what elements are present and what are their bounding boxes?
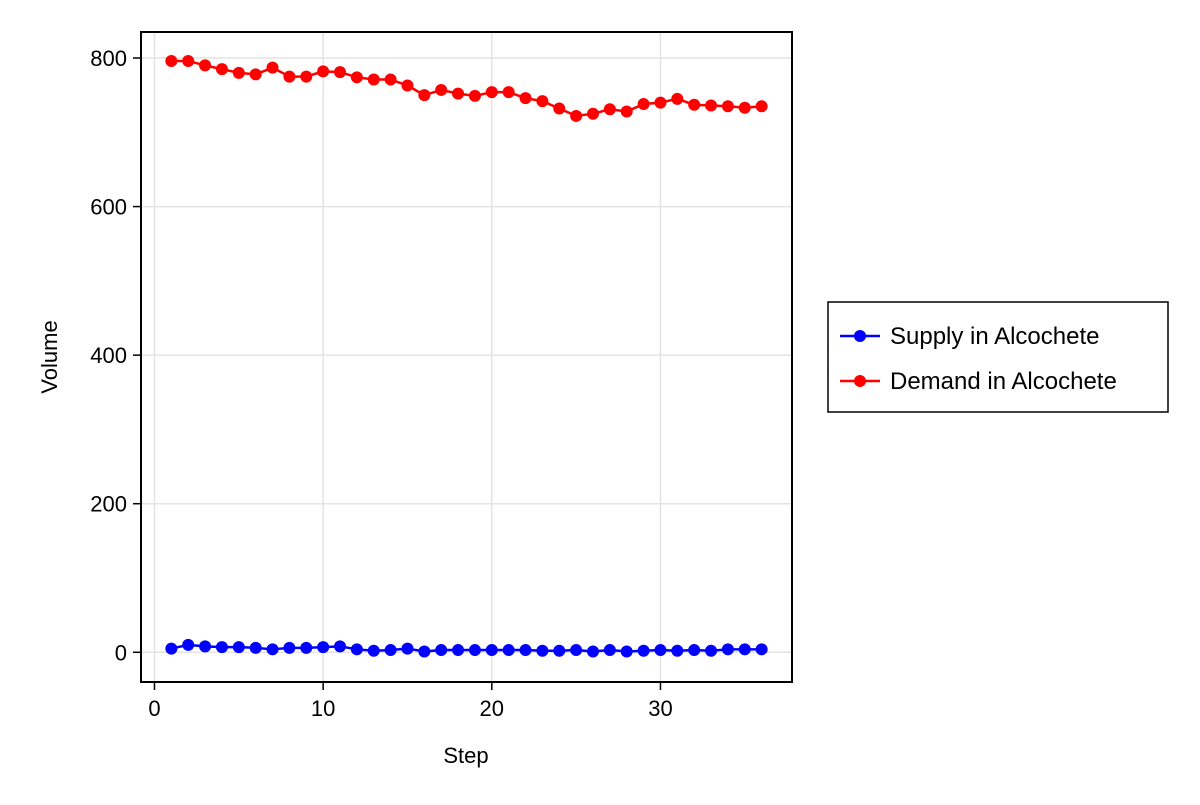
data-point <box>165 54 178 67</box>
data-point <box>266 61 279 74</box>
data-point <box>688 644 701 657</box>
data-point <box>232 641 245 654</box>
data-point <box>249 68 262 81</box>
data-point <box>654 644 667 657</box>
series-demand <box>165 54 768 122</box>
data-point <box>502 644 515 657</box>
data-point <box>199 640 212 653</box>
plot-frame <box>140 31 793 683</box>
data-point <box>283 70 296 83</box>
data-point <box>384 73 397 86</box>
x-axis-title: Step <box>443 743 488 768</box>
legend-box <box>827 301 1169 413</box>
data-point <box>182 54 195 67</box>
data-point <box>755 643 768 656</box>
data-point <box>654 96 667 109</box>
data-point <box>671 644 684 657</box>
data-point <box>435 83 448 96</box>
data-point <box>755 100 768 113</box>
data-point <box>249 641 262 654</box>
data-point <box>603 103 616 116</box>
data-point <box>350 71 363 84</box>
data-point <box>401 79 414 92</box>
data-point <box>334 66 347 79</box>
data-point <box>300 641 313 654</box>
data-point <box>485 86 498 99</box>
data-point <box>502 86 515 99</box>
axis-ticks: 0 10 20 30 0 200 400 600 800 <box>90 46 672 721</box>
x-tick-label: 10 <box>311 696 335 721</box>
x-tick-label: 0 <box>148 696 160 721</box>
data-point <box>452 87 465 100</box>
data-point <box>519 644 532 657</box>
data-point <box>485 644 498 657</box>
data-point <box>620 105 633 118</box>
data-point <box>283 641 296 654</box>
data-point <box>570 109 583 122</box>
y-tick-label: 200 <box>90 492 127 517</box>
data-point <box>705 99 718 112</box>
y-tick-label: 0 <box>115 640 127 665</box>
data-point <box>688 98 701 111</box>
data-point <box>536 95 549 108</box>
data-point <box>334 640 347 653</box>
data-point <box>637 644 650 657</box>
data-point <box>435 644 448 657</box>
x-tick-label: 30 <box>648 696 672 721</box>
data-point <box>468 644 481 657</box>
data-point <box>586 107 599 120</box>
data-point <box>738 643 751 656</box>
data-point <box>215 641 228 654</box>
data-point <box>215 63 228 76</box>
data-point <box>418 89 431 102</box>
data-point <box>738 101 751 114</box>
y-tick-label: 800 <box>90 46 127 71</box>
data-point <box>317 641 330 654</box>
data-point <box>570 644 583 657</box>
data-point <box>637 98 650 111</box>
data-point <box>671 92 684 105</box>
data-point <box>300 70 313 83</box>
data-point <box>266 643 279 656</box>
data-point <box>384 644 397 657</box>
data-point <box>603 644 616 657</box>
data-point <box>536 644 549 657</box>
data-point <box>705 644 718 657</box>
grid-lines <box>141 32 792 682</box>
data-point <box>418 645 431 658</box>
data-point <box>468 89 481 102</box>
data-point <box>553 644 566 657</box>
data-point <box>350 643 363 656</box>
data-point <box>232 66 245 79</box>
legend-label: Demand in Alcochete <box>890 368 1117 395</box>
data-point <box>367 644 380 657</box>
plot-series <box>165 54 768 658</box>
data-point <box>519 92 532 105</box>
data-point <box>317 65 330 78</box>
data-point <box>182 638 195 651</box>
series-supply <box>165 638 768 658</box>
legend-label: Supply in Alcochete <box>890 323 1099 350</box>
data-point <box>721 100 734 113</box>
x-tick-label: 20 <box>480 696 504 721</box>
data-point <box>199 59 212 72</box>
y-axis-title: Volume <box>37 320 62 393</box>
y-tick-label: 400 <box>90 343 127 368</box>
data-point <box>620 645 633 658</box>
legend: Supply in Alcochete Demand in Alcochete <box>827 301 1169 413</box>
legend-item: Supply in Alcochete <box>840 323 1099 350</box>
y-tick-label: 600 <box>90 195 127 220</box>
data-point <box>721 643 734 656</box>
data-point <box>367 73 380 86</box>
legend-swatch-marker <box>854 330 866 342</box>
data-point <box>401 642 414 655</box>
data-point <box>452 644 465 657</box>
data-point <box>165 642 178 655</box>
data-point <box>553 102 566 115</box>
data-point <box>586 645 599 658</box>
legend-item: Demand in Alcochete <box>840 368 1117 395</box>
legend-swatch-marker <box>854 375 866 387</box>
